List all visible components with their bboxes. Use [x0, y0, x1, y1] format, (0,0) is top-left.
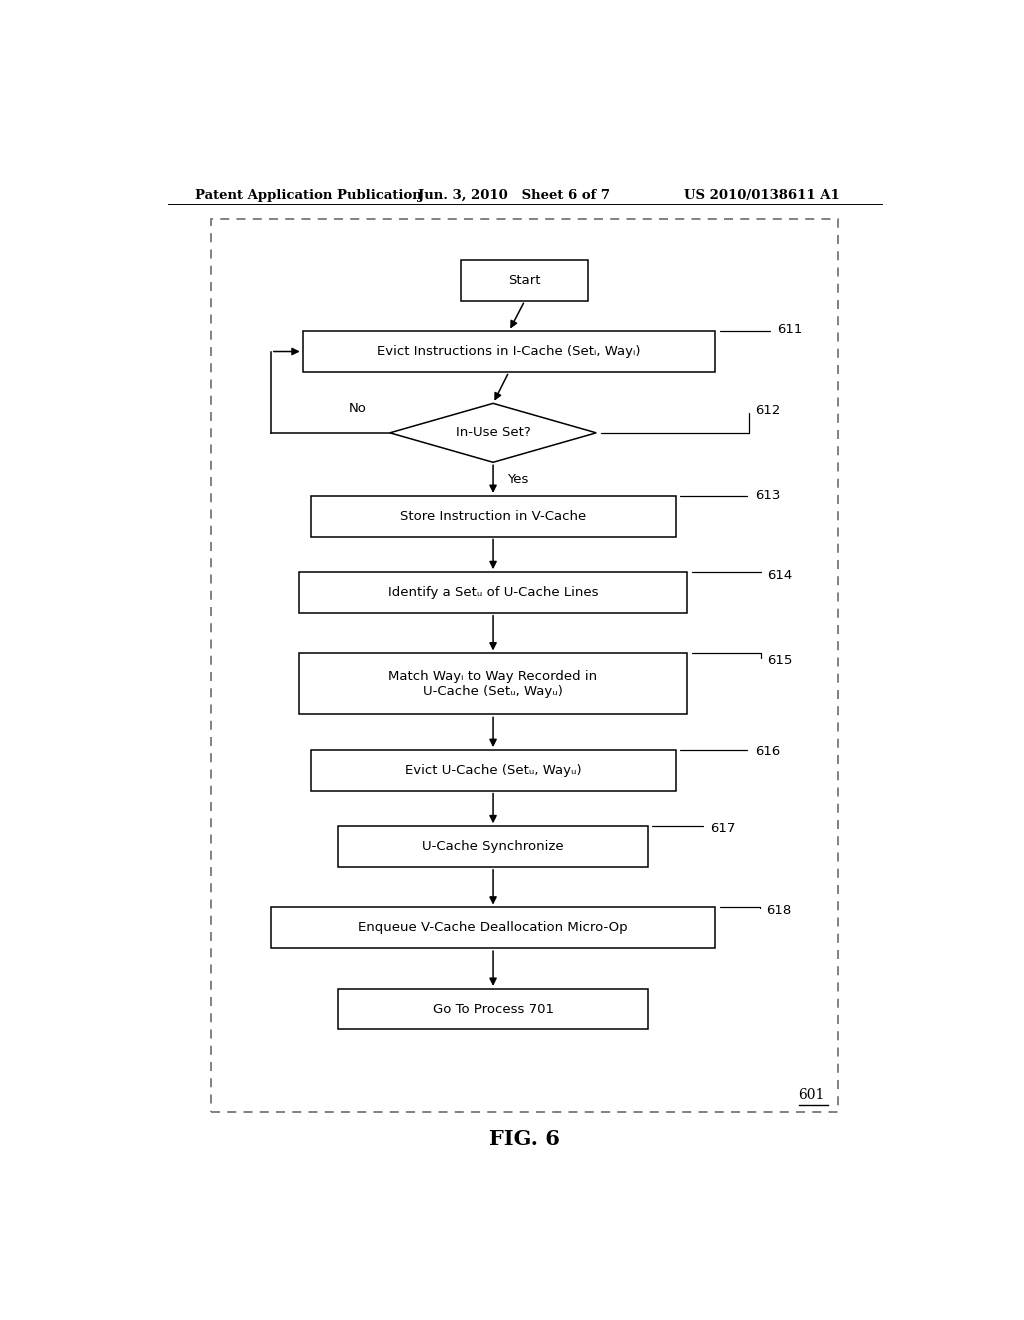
Text: Store Instruction in V-Cache: Store Instruction in V-Cache: [400, 510, 586, 523]
Text: Match Wayᵢ to Way Recorded in
U-Cache (Setᵤ, Wayᵤ): Match Wayᵢ to Way Recorded in U-Cache (S…: [388, 669, 598, 698]
Text: Evict Instructions in I-Cache (Setᵢ, Wayᵢ): Evict Instructions in I-Cache (Setᵢ, Way…: [377, 345, 641, 358]
Text: 613: 613: [755, 490, 780, 503]
Bar: [211, 219, 839, 1111]
Text: In-Use Set?: In-Use Set?: [456, 426, 530, 440]
Text: FIG. 6: FIG. 6: [489, 1130, 560, 1150]
Bar: [461, 260, 588, 301]
Polygon shape: [390, 404, 596, 462]
Text: 601: 601: [799, 1088, 824, 1102]
Text: 612: 612: [755, 404, 780, 417]
Text: 611: 611: [777, 322, 803, 335]
Bar: [299, 653, 687, 714]
Text: 614: 614: [767, 569, 793, 582]
Text: 617: 617: [711, 822, 736, 834]
Text: No: No: [349, 401, 367, 414]
Text: Patent Application Publication: Patent Application Publication: [196, 189, 422, 202]
Bar: [338, 826, 648, 867]
Text: US 2010/0138611 A1: US 2010/0138611 A1: [684, 189, 840, 202]
Text: 618: 618: [766, 904, 792, 917]
Text: Start: Start: [509, 273, 541, 286]
Text: 615: 615: [767, 653, 793, 667]
Text: Go To Process 701: Go To Process 701: [432, 1003, 554, 1015]
Text: Enqueue V-Cache Deallocation Micro-Op: Enqueue V-Cache Deallocation Micro-Op: [358, 921, 628, 935]
Bar: [270, 907, 715, 948]
Bar: [338, 989, 648, 1030]
Bar: [310, 496, 676, 536]
Text: Jun. 3, 2010   Sheet 6 of 7: Jun. 3, 2010 Sheet 6 of 7: [418, 189, 609, 202]
Text: 616: 616: [755, 746, 780, 759]
Text: Yes: Yes: [507, 473, 528, 486]
Text: Evict U-Cache (Setᵤ, Wayᵤ): Evict U-Cache (Setᵤ, Wayᵤ): [404, 764, 582, 776]
Bar: [310, 750, 676, 791]
Bar: [303, 331, 715, 372]
Text: Identify a Setᵤ of U-Cache Lines: Identify a Setᵤ of U-Cache Lines: [388, 586, 598, 599]
Bar: [299, 572, 687, 612]
Text: U-Cache Synchronize: U-Cache Synchronize: [422, 840, 564, 853]
